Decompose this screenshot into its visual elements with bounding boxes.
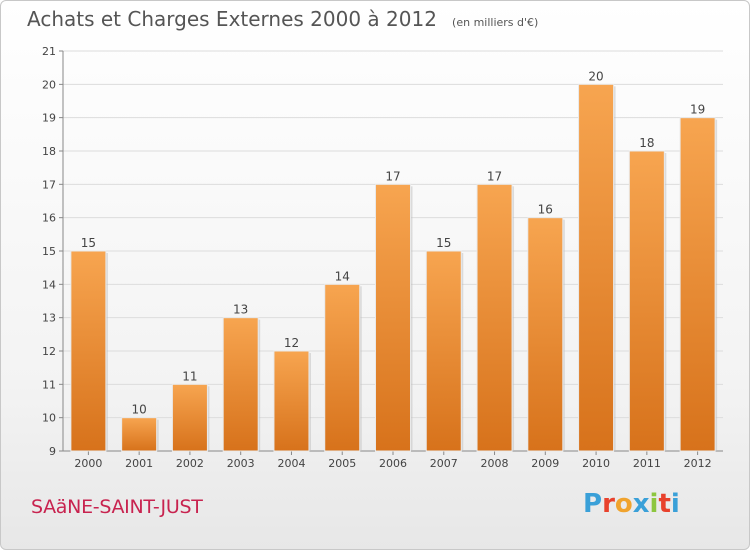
logo-letter: o: [614, 489, 633, 519]
y-tick-label: 13: [42, 312, 56, 325]
bar-2000[interactable]: [70, 250, 107, 452]
x-tick-label: 2009: [531, 457, 559, 470]
x-tick-label: 2011: [633, 457, 661, 470]
data-label: 19: [690, 103, 705, 117]
data-label: 16: [538, 203, 553, 217]
y-tick-label: 10: [42, 412, 56, 425]
bar-2010[interactable]: [578, 83, 615, 452]
y-tick-label: 12: [42, 345, 56, 358]
bar-2005[interactable]: [324, 283, 361, 452]
logo-letter: i: [649, 489, 659, 519]
logo-letter: i: [670, 489, 680, 519]
y-tick-label: 15: [42, 245, 56, 258]
data-label: 17: [487, 169, 502, 183]
bar-2004[interactable]: [273, 350, 310, 452]
bar-2008[interactable]: [476, 183, 513, 452]
bar-2002[interactable]: [171, 383, 208, 452]
x-tick-label: 2000: [74, 457, 102, 470]
bar-2007[interactable]: [425, 250, 462, 452]
logo-letter: P: [583, 489, 603, 519]
y-tick-label: 21: [42, 45, 56, 58]
x-tick-label: 2012: [684, 457, 712, 470]
logo-letter: x: [632, 489, 650, 519]
y-tick-label: 16: [42, 212, 56, 225]
bars: [70, 83, 718, 452]
x-tick-label: 2001: [125, 457, 153, 470]
data-label: 10: [132, 403, 147, 417]
x-tick-label: 2002: [176, 457, 204, 470]
chart-title-text: Achats et Charges Externes 2000 à 2012: [27, 7, 437, 31]
labels: 9 10 11 12 13 14 15 16 17 18 19 20 21 15 2000 10 2001 11 2…: [42, 45, 712, 470]
data-label: 18: [639, 136, 654, 150]
data-label: 17: [385, 169, 400, 183]
bar-2003[interactable]: [222, 317, 259, 452]
y-tick-label: 18: [42, 145, 56, 158]
proxiti-logo[interactable]: Proxiti: [583, 489, 680, 519]
data-label: 13: [233, 303, 248, 317]
data-label: 20: [588, 69, 603, 83]
chart-unit-text: (en milliers d'€): [452, 16, 539, 29]
y-tick-label: 9: [49, 445, 56, 458]
y-tick-label: 11: [42, 378, 56, 391]
commune-name: SAäNE-SAINT-JUST: [31, 496, 203, 518]
y-tick-label: 19: [42, 112, 56, 125]
x-tick-label: 2006: [379, 457, 407, 470]
data-label: 11: [182, 369, 197, 383]
y-tick-label: 20: [42, 78, 56, 91]
logo-letter: t: [658, 489, 671, 519]
data-label: 15: [436, 236, 451, 250]
y-tick-label: 14: [42, 278, 56, 291]
y-tick-label: 17: [42, 178, 56, 191]
x-tick-label: 2007: [430, 457, 458, 470]
bar-2011[interactable]: [628, 150, 665, 452]
data-label: 15: [81, 236, 96, 250]
bar-2009[interactable]: [527, 217, 564, 452]
x-tick-label: 2010: [582, 457, 610, 470]
x-tick-label: 2008: [481, 457, 509, 470]
bar-2012[interactable]: [679, 117, 716, 452]
logo-letter: r: [602, 489, 615, 519]
x-tick-label: 2003: [227, 457, 255, 470]
data-label: 12: [284, 336, 299, 350]
bar-2006[interactable]: [375, 183, 411, 452]
x-tick-label: 2005: [328, 457, 356, 470]
x-tick-label: 2004: [277, 457, 305, 470]
bar-2001[interactable]: [121, 417, 158, 452]
data-label: 14: [335, 269, 350, 283]
chart-title: Achats et Charges Externes 2000 à 2012 (…: [27, 7, 538, 31]
